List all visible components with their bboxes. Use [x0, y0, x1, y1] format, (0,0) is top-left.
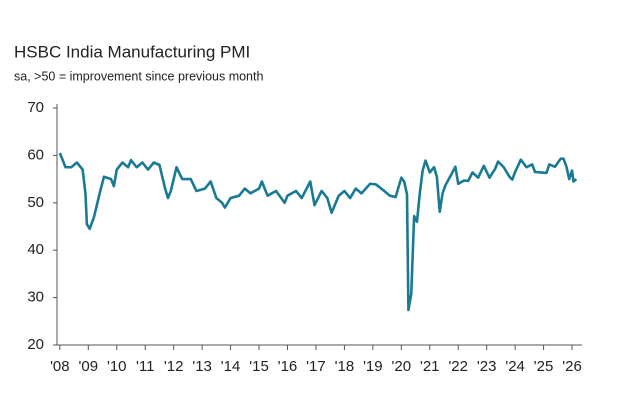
x-tick-label: '13 — [192, 358, 212, 375]
x-tick-label: '21 — [420, 358, 440, 375]
x-tick-label: '08 — [50, 358, 70, 375]
x-tick-label: '25 — [534, 358, 554, 375]
y-tick-label: 70 — [27, 99, 44, 116]
data-line — [58, 152, 578, 312]
x-tick-label: '09 — [79, 358, 99, 375]
x-tick-label: '19 — [363, 358, 383, 375]
y-tick-label: 20 — [27, 336, 44, 353]
x-tick-label: '24 — [505, 358, 525, 375]
y-tick-label: 60 — [27, 146, 44, 163]
x-tick-label: '11 — [136, 358, 154, 375]
y-tick-label: 50 — [27, 194, 44, 211]
x-tick-label: '20 — [392, 358, 412, 375]
x-tick-label: '12 — [164, 358, 184, 375]
chart-title: HSBC India Manufacturing PMI — [14, 42, 250, 61]
x-tick-label: '16 — [278, 358, 298, 375]
y-tick-label: 40 — [27, 241, 44, 258]
x-tick-label: '18 — [335, 358, 355, 375]
x-tick-label: '14 — [221, 358, 241, 375]
y-tick-label: 30 — [27, 289, 44, 306]
x-tick-label: '17 — [306, 358, 326, 375]
x-tick-label: '23 — [477, 358, 497, 375]
x-tick-label: '15 — [249, 358, 269, 375]
chart-subtitle: sa, >50 = improvement since previous mon… — [14, 69, 263, 83]
x-tick-label: '22 — [448, 358, 468, 375]
x-tick-label: '26 — [562, 358, 582, 375]
x-tick-label: '10 — [107, 358, 127, 375]
